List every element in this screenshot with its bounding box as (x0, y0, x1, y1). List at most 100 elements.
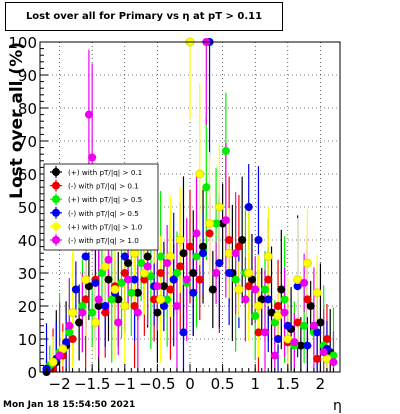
x-tick-label: 1.5 (276, 375, 300, 393)
data-points (42, 37, 338, 376)
data-point (195, 169, 205, 179)
y-tick-label: 90 (18, 67, 37, 85)
data-point (309, 321, 318, 330)
y-tick-label: 10 (18, 331, 37, 349)
y-tick-label: 80 (18, 100, 37, 118)
data-point (277, 285, 286, 294)
y-tick-label: 100 (8, 34, 37, 52)
data-point (90, 318, 100, 327)
data-point (156, 252, 165, 261)
data-point (130, 302, 139, 310)
data-point (202, 183, 211, 192)
legend-label: (-) with pT/|q| > 1.0 (68, 236, 139, 245)
data-point (225, 236, 234, 244)
data-point (159, 282, 168, 291)
legend-label: (+) with pT/|q| > 1.0 (68, 222, 143, 231)
data-point (270, 318, 279, 327)
y-tick-label: 40 (18, 232, 37, 250)
data-point (124, 275, 133, 284)
data-point (303, 295, 312, 304)
data-point (261, 328, 269, 337)
data-point (257, 295, 266, 304)
data-point (293, 275, 303, 285)
data-point (270, 351, 279, 360)
data-point (214, 202, 224, 212)
data-point (244, 268, 254, 278)
data-point (316, 318, 325, 327)
data-point (231, 275, 240, 284)
data-point (192, 252, 201, 261)
data-point (231, 249, 240, 258)
data-point (175, 235, 185, 245)
data-point (94, 295, 103, 304)
data-point (146, 272, 155, 281)
data-point (186, 242, 194, 251)
legend: (+) with pT/|q| > 0.1 (-) with pT/|q| > 0… (43, 163, 159, 251)
data-point (156, 294, 166, 304)
data-point (156, 269, 165, 277)
data-point (68, 335, 77, 343)
data-point (208, 285, 217, 294)
data-point (75, 318, 84, 327)
data-point (273, 311, 283, 321)
data-point (153, 282, 162, 291)
data-point (205, 219, 215, 228)
data-point (234, 285, 244, 294)
data-point (199, 242, 208, 251)
data-point (130, 275, 139, 284)
data-point (293, 282, 302, 291)
data-point (65, 321, 74, 330)
data-point (172, 269, 181, 277)
data-point (205, 229, 214, 238)
data-point (117, 278, 126, 287)
data-point (212, 269, 221, 277)
data-point (120, 252, 129, 261)
data-point (78, 308, 87, 317)
data-point (120, 301, 130, 311)
x-tick-label: −1 (114, 375, 136, 393)
data-point (68, 308, 78, 318)
data-point (137, 259, 146, 268)
data-point (280, 295, 289, 304)
data-point (264, 275, 273, 284)
data-point (244, 203, 253, 211)
data-point (300, 278, 309, 287)
data-point (215, 259, 224, 268)
data-point (253, 301, 263, 311)
data-point (94, 302, 103, 310)
data-point (120, 269, 129, 277)
y-tick-labels: 0 10 20 30 40 50 60 70 80 90 100 (8, 34, 37, 382)
data-point (302, 258, 312, 268)
data-point (319, 348, 328, 357)
data-point (143, 252, 152, 261)
data-point (290, 338, 299, 347)
data-point (78, 302, 87, 310)
data-point (124, 259, 133, 268)
data-point (212, 219, 221, 228)
data-point (313, 328, 322, 337)
data-point (153, 308, 162, 317)
x-tick-label: 2 (316, 375, 326, 393)
data-point (172, 302, 181, 310)
data-point (195, 275, 204, 284)
data-point (329, 358, 338, 367)
data-point (313, 354, 322, 363)
legend-label: (+) with pT/|q| > 0.1 (68, 168, 142, 177)
x-tick-label: −2 (49, 375, 71, 393)
legend-marker (52, 168, 60, 176)
legend-box (43, 163, 159, 251)
data-point (81, 252, 90, 261)
data-point (100, 261, 110, 271)
data-point (283, 321, 292, 330)
data-point (267, 308, 276, 317)
legend-marker (52, 195, 60, 204)
y-tick-label: 60 (18, 166, 37, 184)
data-point (221, 216, 230, 225)
data-point (150, 295, 159, 304)
data-point (166, 285, 175, 294)
x-tick-label: 0 (185, 375, 195, 393)
data-point (312, 288, 322, 298)
data-point (101, 302, 110, 310)
data-point (189, 288, 198, 297)
data-point (254, 328, 263, 337)
